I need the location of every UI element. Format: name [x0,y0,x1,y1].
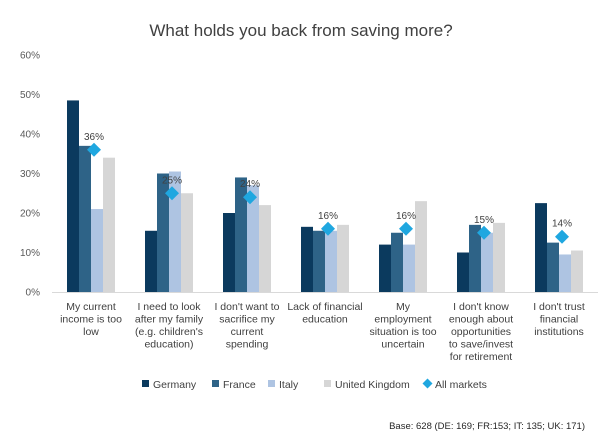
legend-label-germany: Germany [153,379,197,391]
bar-germany [223,213,235,292]
y-tick-label: 30% [20,169,40,180]
all-markets-data-label: 16% [396,211,416,222]
legend-label-italy: Italy [279,379,299,391]
bar-united-kingdom [181,193,193,292]
y-tick-label: 0% [26,288,41,299]
y-tick-label: 20% [20,209,40,220]
bar-italy [91,209,103,292]
bar-france [391,232,403,292]
bar-france [235,177,247,292]
all-markets-data-label: 24% [240,179,260,190]
y-tick-label: 60% [20,51,40,62]
y-tick-label: 40% [20,130,40,141]
category-label: I don't trust financial institutions [533,301,585,338]
legend: Germany France Italy United Kingdom All mark… [142,378,487,391]
category-label: My current income is too low [60,301,122,338]
bar-germany [535,203,547,292]
all-markets-marker [555,229,569,244]
bar-germany [145,230,157,292]
all-markets-marker [477,225,491,240]
legend-swatch-germany [142,380,149,387]
bar-united-kingdom [493,222,505,292]
legend-label-united-kingdom: United Kingdom [335,379,410,391]
bar-united-kingdom [415,201,427,292]
legend-swatch-italy [268,380,275,387]
legend-label-all-markets: All markets [435,379,487,391]
bar-italy [325,230,337,292]
bar-united-kingdom [259,205,271,292]
all-markets-marker [165,186,179,201]
bar-italy [169,171,181,292]
legend-label-france: France [223,379,256,391]
legend-swatch-france [212,380,219,387]
category-label: I don't know enough about opportunities to … [449,301,513,363]
all-markets-marker [87,142,101,157]
bar-italy [403,244,415,292]
bar-italy [559,254,571,292]
y-axis: 0% 10% 20% 30% 40% 50% 60% [20,51,40,299]
x-axis-category-labels: My current income is too low I need to look… [60,301,585,363]
all-markets-data-label: 14% [552,219,572,230]
all-markets-markers: 36% 25% 24% 16% 16% 15% 14% [84,132,572,244]
y-tick-label: 50% [20,90,40,101]
category-label: I need to look after my family (e.g. child… [135,301,204,351]
category-label: Lack of financial education [287,301,362,326]
bar-france [313,230,325,292]
all-markets-marker [243,190,257,205]
bar-germany [457,252,469,292]
bar-france [547,242,559,292]
bar-germany [379,244,391,292]
bar-italy [247,185,259,292]
legend-swatch-united-kingdom [324,380,331,387]
bar-france [469,224,481,292]
bar-united-kingdom [337,224,349,292]
bar-germany [67,100,79,292]
bar-france [157,173,169,292]
all-markets-data-label: 16% [318,211,338,222]
all-markets-marker [399,221,413,236]
all-markets-data-label: 15% [474,215,494,226]
bar-italy [481,232,493,292]
bar-germany [301,226,313,292]
bar-united-kingdom [571,250,583,292]
category-label: My employment situation is too uncertain [369,301,436,351]
all-markets-data-label: 36% [84,132,104,143]
base-footnote: Base: 628 (DE: 169; FR:153; IT: 135; UK:… [389,421,585,432]
category-label: I don't want to sacrifice my current spendi… [214,301,279,351]
all-markets-data-label: 25% [162,175,182,186]
legend-swatch-all-markets [422,378,433,389]
chart-title: What holds you back from saving more? [149,21,452,40]
bar-series [67,100,583,292]
bar-united-kingdom [103,157,115,292]
all-markets-marker [321,221,335,236]
y-tick-label: 10% [20,248,40,259]
bar-france [79,145,91,292]
